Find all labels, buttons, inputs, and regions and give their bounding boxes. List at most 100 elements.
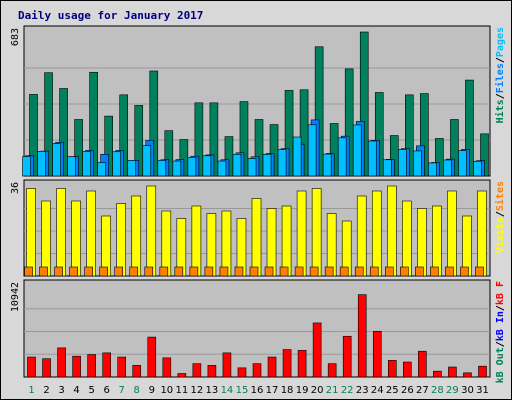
- legend-item: Sites: [494, 181, 506, 211]
- bar-pages: [307, 124, 317, 177]
- day-label: 15: [236, 385, 249, 396]
- bar-kbytes: [282, 349, 292, 378]
- bar-pages: [112, 151, 122, 177]
- day-label: 14: [221, 385, 234, 396]
- day-label: 25: [386, 385, 399, 396]
- day-label: 12: [191, 385, 204, 396]
- day-label: 13: [206, 385, 219, 396]
- bar-sites: [460, 266, 469, 277]
- bar-kbytes: [27, 356, 36, 378]
- bar-pages: [187, 157, 197, 177]
- bar-kbytes: [252, 363, 262, 378]
- day-label: 22: [341, 385, 354, 396]
- bar-sites: [475, 266, 484, 277]
- day-label: 18: [281, 385, 294, 396]
- bar-visits: [206, 213, 217, 277]
- legend-item: Visits: [494, 217, 506, 253]
- day-label: 21: [326, 385, 339, 396]
- bar-pages: [337, 137, 347, 177]
- bar-kbytes: [357, 294, 367, 378]
- bar-sites: [339, 266, 349, 277]
- legend-item: kB Out: [495, 347, 506, 383]
- day-label: 16: [251, 385, 264, 396]
- bar-kbytes: [207, 365, 217, 378]
- bar-kbytes: [162, 357, 172, 378]
- bar-kbytes: [147, 336, 157, 378]
- panel-legend: Hits/Files/Pages: [494, 27, 506, 123]
- y-max-label: 10942: [10, 282, 21, 312]
- bar-pages: [367, 140, 377, 177]
- bar-sites: [279, 266, 289, 277]
- day-label: 30: [461, 385, 474, 396]
- bar-pages: [443, 159, 452, 177]
- bar-kbytes: [418, 350, 427, 378]
- day-label: 7: [119, 385, 125, 396]
- day-label: 2: [43, 385, 49, 396]
- bar-sites: [400, 266, 409, 277]
- bar-pages: [202, 155, 212, 177]
- day-label: 23: [356, 385, 369, 396]
- bar-pages: [67, 156, 76, 177]
- bar-sites: [99, 266, 108, 277]
- day-label: 3: [58, 385, 64, 396]
- bar-sites: [39, 266, 48, 277]
- bar-visits: [56, 188, 66, 277]
- bar-sites: [384, 266, 394, 277]
- bar-kbytes: [237, 367, 247, 378]
- bar-sites: [24, 266, 33, 277]
- bar-visits: [326, 213, 337, 277]
- bar-pages: [127, 160, 137, 177]
- bar-visits: [251, 198, 262, 277]
- bar-kbytes: [297, 350, 307, 378]
- bar-visits: [266, 208, 277, 277]
- bar-sites: [129, 266, 139, 277]
- legend-item: /: [495, 93, 506, 99]
- bar-kbytes: [102, 352, 111, 378]
- bar-kbytes: [72, 355, 81, 378]
- bar-sites: [309, 266, 319, 277]
- bar-pages: [428, 162, 437, 177]
- bar-kbytes: [387, 360, 397, 378]
- bar-pages: [382, 159, 392, 177]
- bar-visits: [221, 210, 232, 277]
- legend-item: /: [495, 211, 506, 217]
- bar-pages: [217, 160, 227, 177]
- day-label: 11: [175, 385, 188, 396]
- bar-kbytes: [222, 352, 232, 378]
- day-label: 6: [103, 385, 109, 396]
- day-label: 19: [296, 385, 309, 396]
- bar-kbytes: [117, 356, 127, 378]
- panel-legend: kB Out/kB In/kB F: [495, 281, 506, 383]
- day-label: 10: [160, 385, 173, 396]
- bar-visits: [41, 200, 51, 277]
- day-label: 20: [311, 385, 324, 396]
- bar-sites: [69, 266, 78, 277]
- bar-pages: [352, 124, 362, 177]
- legend-item: /: [495, 341, 506, 347]
- day-label: 17: [266, 385, 279, 396]
- bar-visits: [371, 190, 382, 277]
- chart-title: Daily usage for January 2017: [18, 9, 203, 22]
- bar-pages: [413, 150, 422, 177]
- bar-visits: [161, 210, 172, 277]
- legend-item: Hits: [494, 99, 506, 123]
- bar-sites: [294, 266, 304, 277]
- bar-pages: [277, 149, 287, 177]
- bar-visits: [477, 190, 487, 277]
- bar-sites: [354, 266, 364, 277]
- bar-sites: [84, 266, 93, 277]
- bar-sites: [114, 266, 124, 277]
- bar-sites: [54, 266, 63, 277]
- bar-pages: [292, 136, 302, 177]
- bar-kbytes: [433, 370, 442, 378]
- day-axis: 1 2 3 4 5 6 7 8 9 10 11 12 13 14 15 16 17 18 19 20 21 22 23 24 2…: [28, 385, 489, 396]
- bar-visits: [71, 200, 81, 277]
- bar-pages: [37, 151, 46, 177]
- bar-sites: [189, 266, 199, 277]
- bar-kbytes: [403, 361, 412, 378]
- bar-kbytes: [87, 354, 96, 378]
- panel-kbytes: 10942 kB Out/kB In/kB F: [10, 279, 506, 383]
- bar-visits: [417, 208, 427, 277]
- bar-visits: [432, 205, 442, 277]
